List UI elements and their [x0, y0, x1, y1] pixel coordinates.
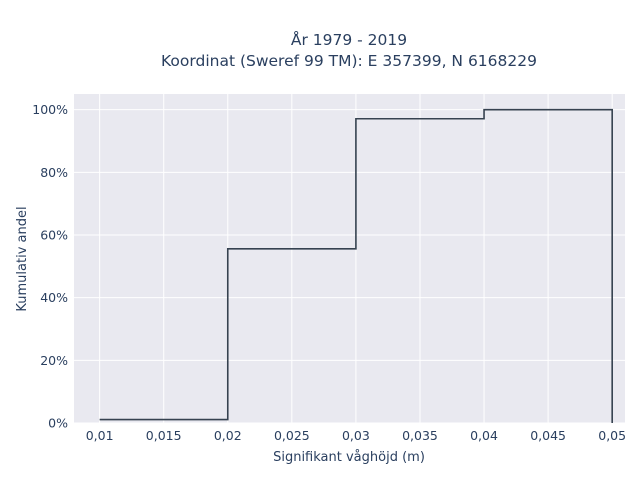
x-axis-label: Signifikant våghöjd (m) [273, 450, 425, 465]
y-tick-label: 0% [48, 416, 68, 431]
series-layer [99, 108, 613, 423]
x-tick-labels: 0,01 0,015 0,02 0,025 0,03 0,035 0,04 0,045 0,05 [86, 428, 626, 443]
y-tick-label: 100% [32, 102, 68, 117]
x-tick-label: 0,04 [470, 428, 498, 443]
y-tick-label: 20% [40, 353, 68, 368]
y-tick-labels: 0% 20% 40% 60% 80% 100% [32, 102, 68, 430]
y-tick-label: 80% [40, 165, 68, 180]
y-tick-label: 40% [40, 290, 68, 305]
chart-title: År 1979 - 2019 Koordinat (Sweref 99 TM):… [161, 30, 537, 70]
x-tick-label: 0,045 [530, 428, 566, 443]
plot-area [74, 94, 625, 423]
x-tick-label: 0,035 [402, 428, 438, 443]
series-line [99, 108, 613, 423]
y-axis-label: Kumulativ andel [15, 206, 30, 311]
x-tick-label: 0,02 [214, 428, 242, 443]
chart-title-line-1: År 1979 - 2019 [291, 30, 407, 49]
chart-title-line-2: Koordinat (Sweref 99 TM): E 357399, N 61… [161, 52, 537, 70]
x-tick-label: 0,015 [146, 428, 182, 443]
x-tick-label: 0,05 [598, 428, 626, 443]
y-tick-label: 60% [40, 228, 68, 243]
x-tick-label: 0,025 [274, 428, 310, 443]
x-tick-label: 0,01 [86, 428, 114, 443]
x-tick-label: 0,03 [342, 428, 370, 443]
